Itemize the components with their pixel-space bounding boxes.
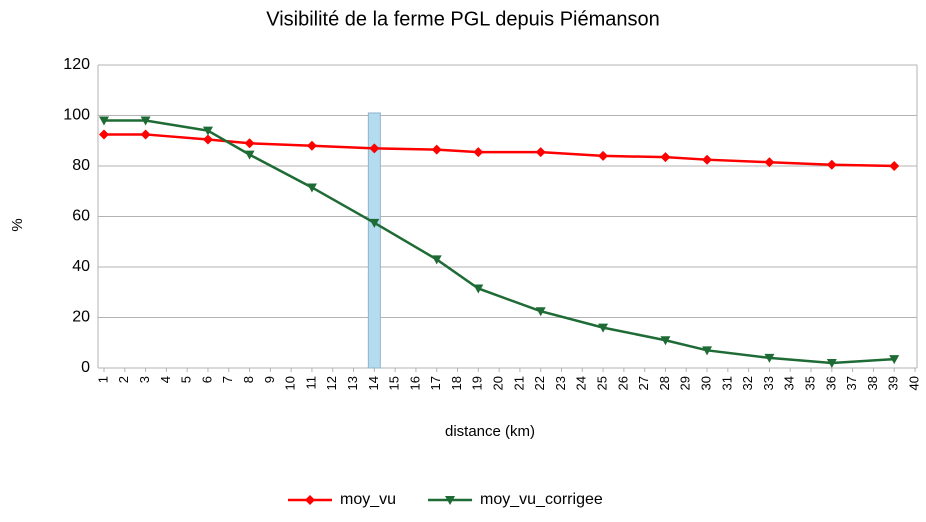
x-tick-label: 18 — [449, 376, 464, 390]
x-tick-label: 13 — [345, 376, 360, 390]
y-tick-label: 40 — [72, 258, 90, 275]
marker — [598, 150, 609, 161]
marker — [660, 152, 671, 163]
x-tick-label: 17 — [428, 376, 443, 390]
y-tick-label: 0 — [81, 359, 90, 376]
x-tick-label: 7 — [220, 376, 235, 383]
marker — [202, 126, 213, 136]
x-tick-label: 34 — [782, 376, 797, 390]
marker — [473, 284, 484, 294]
x-tick-label: 12 — [324, 376, 339, 390]
x-axis-label: distance (km) — [445, 423, 535, 440]
y-tick-label: 120 — [63, 56, 90, 73]
x-tick-label: 14 — [366, 376, 381, 390]
x-tick-label: 4 — [158, 376, 173, 383]
x-tick-label: 11 — [303, 376, 318, 390]
marker — [764, 353, 775, 363]
x-tick-label: 6 — [199, 376, 214, 383]
marker — [431, 144, 442, 155]
x-tick-label: 27 — [636, 376, 651, 390]
x-tick-label: 8 — [241, 376, 256, 383]
x-tick-label: 26 — [615, 376, 630, 390]
series-line — [104, 119, 895, 365]
marker — [826, 159, 837, 170]
x-tick-label: 33 — [761, 376, 776, 390]
marker — [306, 183, 317, 193]
marker — [244, 138, 255, 149]
marker — [99, 116, 109, 126]
marker — [660, 336, 671, 346]
marker — [244, 150, 255, 160]
x-tick-label: 1 — [95, 376, 110, 383]
marker — [535, 307, 546, 317]
x-tick-label: 22 — [532, 376, 547, 390]
legend-label: moy_vu_corrigee — [480, 491, 603, 508]
chart-title: Visibilité de la ferme PGL depuis Piéman… — [266, 8, 660, 30]
marker — [306, 140, 317, 151]
x-tick-label: 24 — [574, 376, 589, 390]
marker — [826, 358, 837, 368]
marker — [473, 147, 484, 158]
marker — [99, 129, 109, 140]
y-tick-label: 100 — [63, 107, 90, 124]
x-tick-label: 5 — [179, 376, 194, 383]
x-tick-label: 37 — [844, 376, 859, 390]
marker — [202, 134, 213, 145]
marker — [702, 346, 713, 356]
x-tick-label: 9 — [262, 376, 277, 383]
x-tick-label: 21 — [511, 376, 526, 390]
marker — [702, 154, 713, 165]
x-tick-label: 40 — [906, 376, 921, 390]
x-tick-label: 32 — [740, 376, 755, 390]
marker — [305, 495, 315, 505]
x-tick-label: 2 — [116, 376, 131, 383]
y-tick-label: 60 — [72, 208, 90, 225]
x-tick-label: 19 — [470, 376, 485, 390]
x-tick-label: 29 — [678, 376, 693, 390]
marker — [369, 143, 380, 154]
x-tick-label: 20 — [491, 376, 506, 390]
x-tick-label: 3 — [137, 376, 152, 383]
x-tick-label: 31 — [719, 376, 734, 390]
x-tick-label: 28 — [657, 376, 672, 390]
x-tick-label: 38 — [865, 376, 880, 390]
marker — [889, 161, 900, 171]
x-tick-label: 39 — [886, 376, 901, 390]
x-tick-label: 36 — [823, 376, 838, 390]
y-tick-label: 80 — [72, 157, 90, 174]
x-tick-label: 16 — [407, 376, 422, 390]
x-tick-label: 35 — [802, 376, 817, 390]
x-tick-label: 25 — [595, 376, 610, 390]
x-tick-label: 15 — [387, 376, 402, 390]
marker — [764, 157, 775, 168]
marker — [431, 255, 442, 265]
y-tick-label: 20 — [72, 309, 90, 326]
marker — [140, 129, 151, 140]
marker — [140, 116, 151, 126]
highlight-band — [367, 112, 381, 369]
marker — [369, 218, 380, 228]
x-tick-label: 30 — [698, 376, 713, 390]
x-tick-label: 10 — [283, 376, 298, 390]
marker — [535, 147, 546, 158]
x-tick-label: 23 — [553, 376, 568, 390]
marker — [445, 496, 456, 505]
y-axis-label: % — [9, 218, 26, 231]
marker — [889, 355, 900, 365]
legend-label: moy_vu — [340, 491, 396, 508]
marker — [598, 323, 609, 333]
